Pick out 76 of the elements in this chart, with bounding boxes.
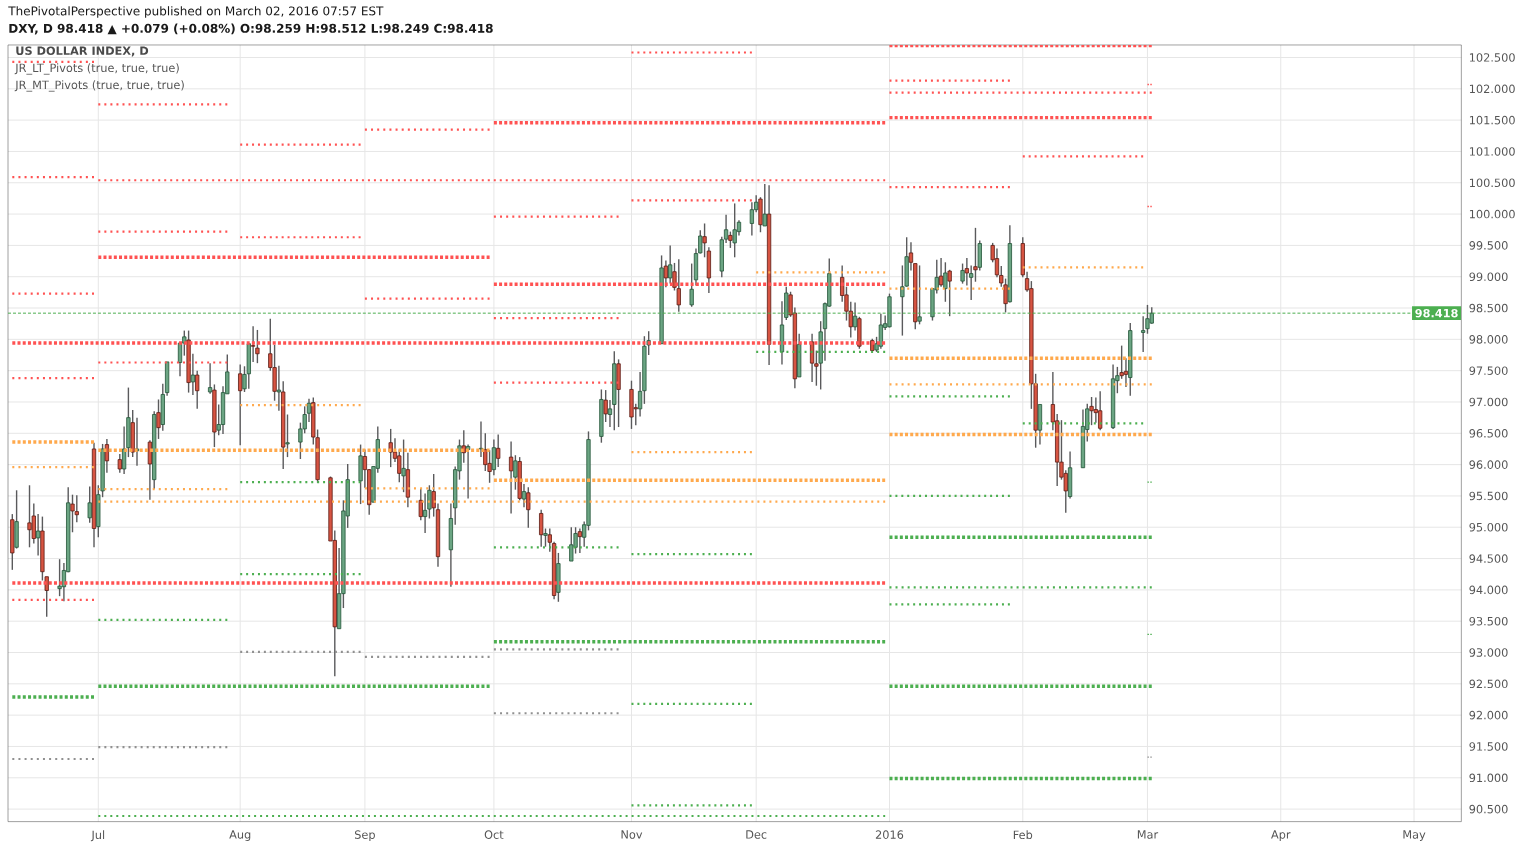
y-tick-label: 100.000 <box>1469 209 1515 219</box>
candlestick <box>702 222 707 259</box>
y-tick-label: 93.000 <box>1469 648 1508 657</box>
y-tick-label: 94.000 <box>1469 585 1508 595</box>
y-tick-label: 97.000 <box>1469 397 1508 407</box>
candlestick <box>104 438 110 474</box>
y-tick-label: 94.500 <box>1469 554 1508 564</box>
candlestick <box>238 363 243 447</box>
candlestick <box>852 301 858 332</box>
y-tick-label: 99.000 <box>1469 272 1508 282</box>
y-tick-label: 98.000 <box>1469 335 1508 344</box>
y-tick-label: 95.000 <box>1469 523 1508 532</box>
candlestick <box>496 434 501 469</box>
y-tick-label: 101.000 <box>1469 147 1515 156</box>
x-tick-label: Aug <box>229 830 251 842</box>
x-tick-label: Feb <box>1013 830 1033 840</box>
y-tick-label: 98.500 <box>1469 303 1508 313</box>
x-tick-label: Oct <box>484 830 504 840</box>
annotation: JR_MT_Pivots (true, true, true) <box>14 80 184 92</box>
candlestick <box>1123 357 1129 388</box>
x-tick-label: Mar <box>1137 830 1159 839</box>
candlestick <box>491 439 497 477</box>
candlestick <box>689 263 694 308</box>
x-tick-label: Sep <box>354 830 375 842</box>
y-tick-label: 92.500 <box>1469 679 1508 689</box>
candlestick <box>190 353 196 396</box>
y-tick-label: 92.000 <box>1469 711 1508 720</box>
candlestick <box>539 509 544 548</box>
candlestick <box>207 362 213 395</box>
y-tick-label: 100.500 <box>1469 178 1515 188</box>
x-tick-label: Dec <box>746 830 767 839</box>
candlestick <box>732 202 737 259</box>
y-tick-label: 101.500 <box>1469 116 1515 125</box>
y-tick-label: 97.500 <box>1469 366 1508 376</box>
y-tick-label: 96.500 <box>1469 429 1508 438</box>
x-tick-label: Nov <box>621 830 643 839</box>
candlestick <box>285 414 290 458</box>
y-tick-label: 102.500 <box>1469 53 1515 62</box>
candlestick <box>87 486 92 524</box>
candlestick <box>663 259 668 289</box>
candlestick <box>70 494 75 534</box>
y-tick-label: 96.000 <box>1469 460 1508 470</box>
y-tick-label: 93.500 <box>1469 617 1508 626</box>
text: ThePivotalPerspective published on March 02, 2016 07:57 EST <box>8 6 384 18</box>
y-tick-label: 99.500 <box>1469 241 1508 250</box>
candlestick <box>147 439 153 501</box>
candlestick <box>35 513 41 557</box>
annotation: JR_LT_Pivots (true, true, true) <box>14 63 179 75</box>
x-tick-label: 2016 <box>875 830 904 840</box>
candlestick <box>526 486 531 529</box>
x-tick-label: Jul <box>90 830 105 842</box>
candlestick <box>57 558 62 598</box>
x-tick-label: Apr <box>1271 830 1291 842</box>
candlestick <box>521 483 527 509</box>
candlestick <box>917 264 922 326</box>
candlestick <box>27 484 32 549</box>
candlestick <box>676 258 681 313</box>
candlestick <box>603 389 608 423</box>
chart-title: US DOLLAR INDEX, D <box>16 46 149 57</box>
candlestick <box>938 257 944 288</box>
candlestick <box>388 428 393 469</box>
x-tick-label: May <box>1403 830 1426 842</box>
candlestick <box>508 440 514 515</box>
y-tick-label: 102.000 <box>1469 84 1515 94</box>
y-tick-label: 91.500 <box>1469 742 1508 751</box>
candlestick <box>117 453 122 474</box>
y-tick-label: 95.500 <box>1469 491 1508 501</box>
candlestick <box>577 527 582 554</box>
y-tick-label: 91.000 <box>1469 773 1508 783</box>
candlestick <box>422 492 428 534</box>
candlestick <box>255 329 260 365</box>
y-tick-label: 90.500 <box>1469 805 1508 814</box>
ref-line-label: 98.418 <box>1415 309 1458 318</box>
text: DXY, D 98.418 ▲ +0.079 (+0.08%) O:98.259 H:98.512 L:98.249 C:98.418 <box>9 23 493 35</box>
candlestick <box>250 325 256 363</box>
candlestick <box>569 526 574 562</box>
